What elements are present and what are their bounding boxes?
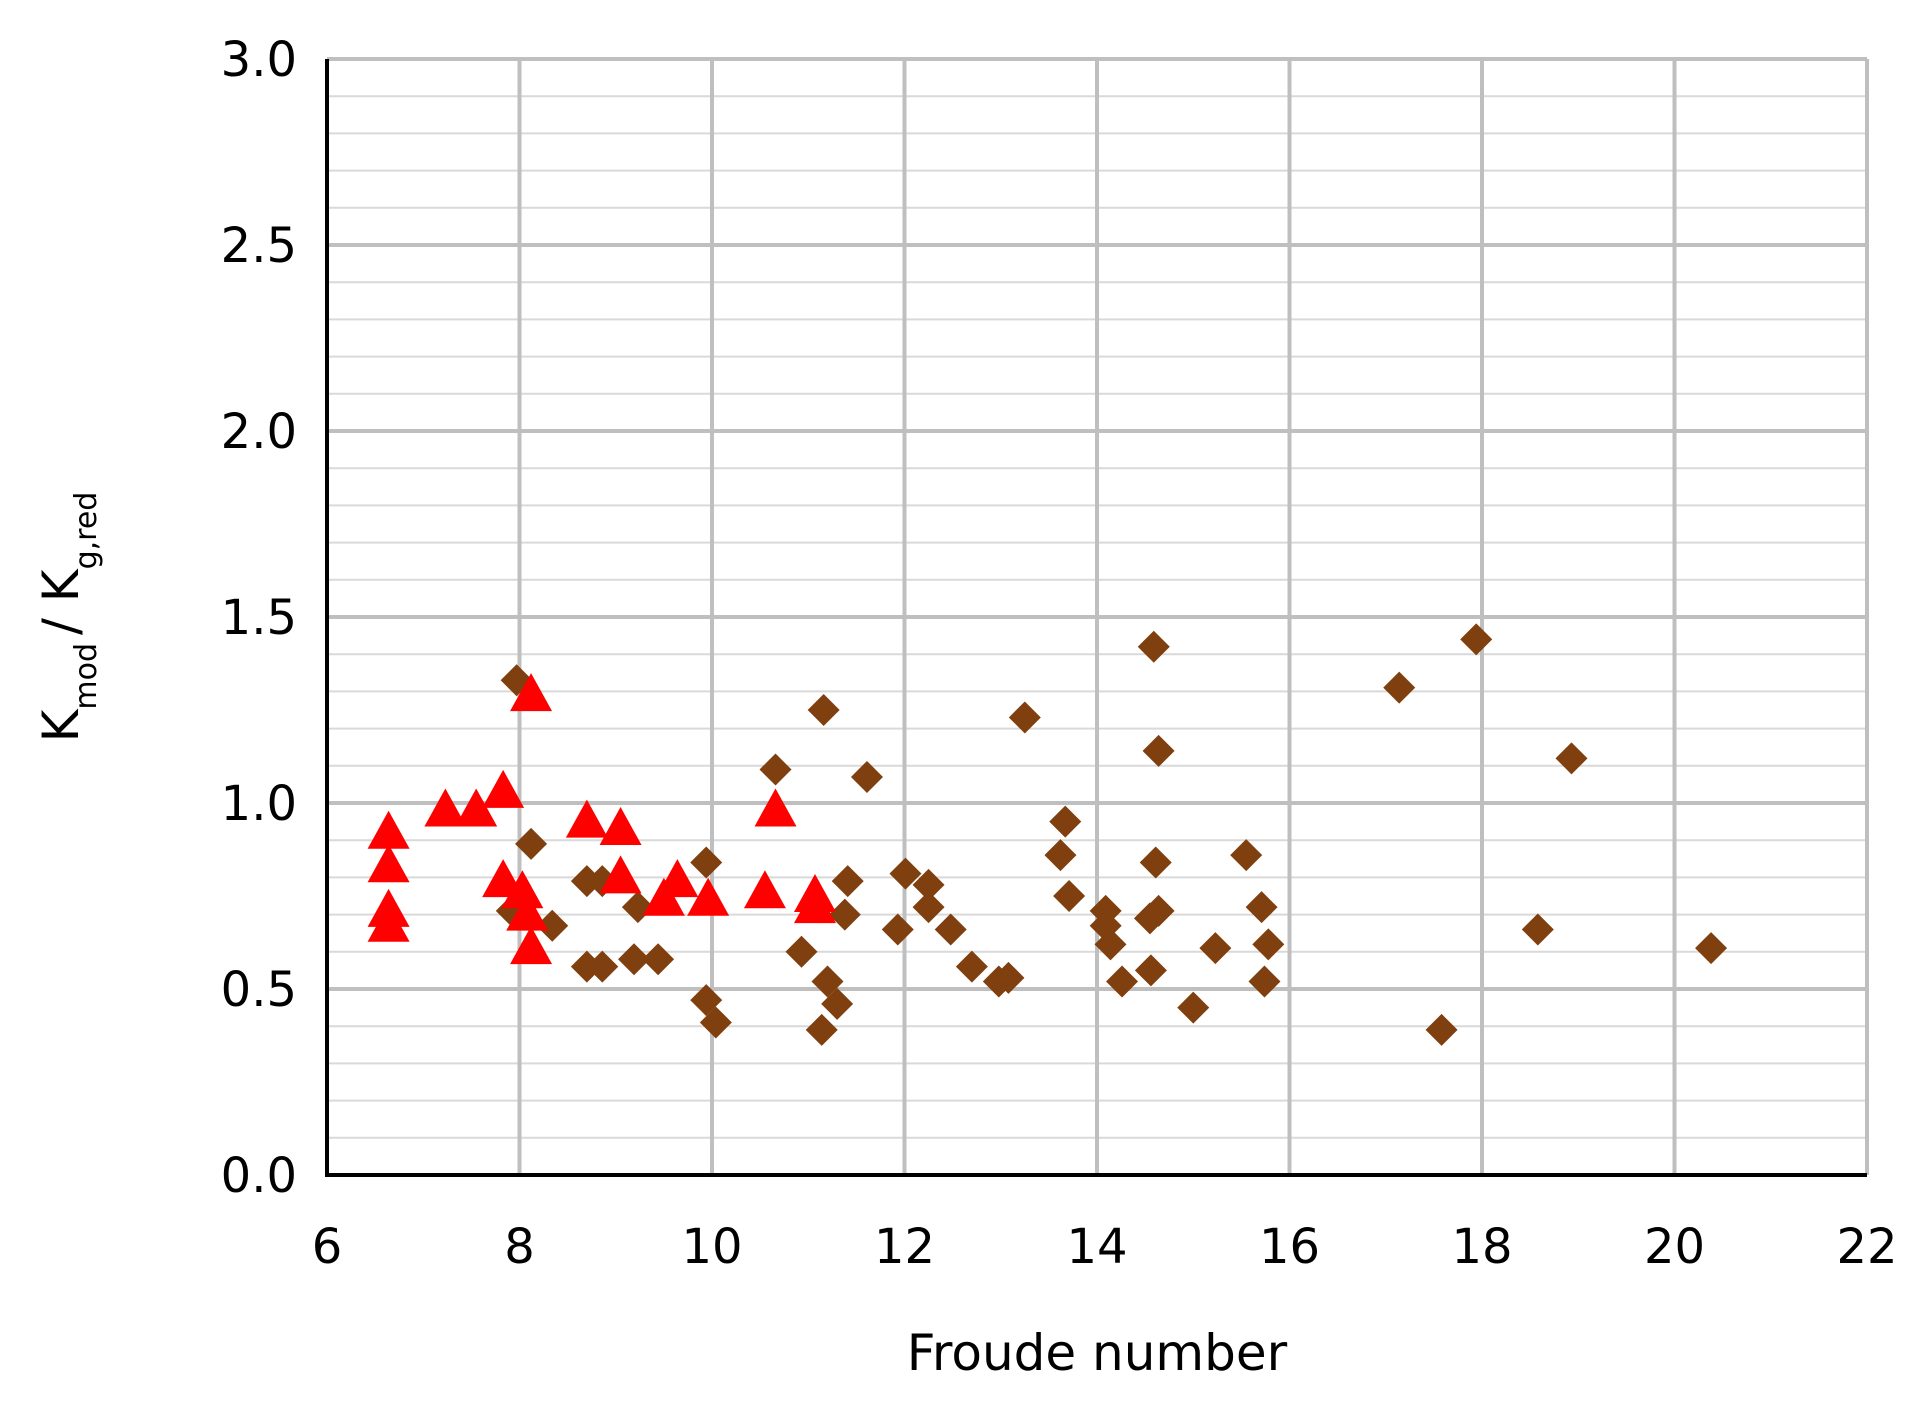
triangle-point: [656, 859, 699, 898]
triangle-point: [455, 788, 498, 827]
diamond-point: [1230, 839, 1263, 872]
x-tick-label: 8: [504, 1219, 535, 1275]
triangle-point: [501, 870, 544, 909]
triangle-point: [510, 926, 553, 965]
x-tick-label: 10: [681, 1219, 742, 1275]
diamond-point: [699, 1006, 732, 1039]
y-tick-label: 3.0: [221, 32, 297, 88]
x-tick-label: 16: [1259, 1219, 1320, 1275]
y-axis-title: Kmod / Kg,red: [32, 492, 104, 743]
diamond-point: [1383, 671, 1416, 704]
diamond-point: [912, 891, 945, 924]
triangle-point: [506, 892, 549, 931]
diamond-point: [1460, 623, 1493, 656]
diamond-point: [1008, 701, 1041, 734]
diamond-point: [586, 950, 619, 983]
triangle-point: [599, 855, 642, 894]
diamond-point: [1142, 734, 1175, 767]
diamond-point: [1139, 846, 1172, 879]
y-axis-title-subscript: mod: [69, 643, 104, 710]
triangle-point: [793, 885, 836, 924]
diamond-point: [1044, 839, 1077, 872]
grid: [325, 57, 1869, 1177]
diamond-point: [1245, 891, 1278, 924]
diamond-point: [934, 913, 967, 946]
triangle-point: [599, 807, 642, 846]
triangle-point: [754, 788, 797, 827]
diamond-point: [1134, 954, 1167, 987]
diamond-point: [955, 950, 988, 983]
diamond-point: [1133, 902, 1166, 935]
diamond-point: [1521, 913, 1554, 946]
diamond-point: [850, 760, 883, 793]
y-tick-label: 0.0: [221, 1148, 297, 1204]
triangle-point: [367, 903, 410, 942]
diamond-point: [1425, 1013, 1458, 1046]
diamond-point: [785, 935, 818, 968]
y-axis-title-subscript: g,red: [69, 492, 104, 570]
diamond-point: [618, 943, 651, 976]
diamond-point: [690, 846, 723, 879]
x-tick-label: 12: [874, 1219, 935, 1275]
x-tick-label: 18: [1451, 1219, 1512, 1275]
diamond-point: [1695, 932, 1728, 965]
diamond-point: [1252, 928, 1285, 961]
triangle-point: [510, 673, 553, 712]
y-axis-title-part: / K: [32, 568, 90, 635]
diamond-point: [536, 909, 569, 942]
axes: 0.0 0.5 1.0 1.5 2.0 2.5 3.0 6 8 10 12 14 16 18 20 22: [221, 32, 1898, 1275]
marks: [367, 623, 1728, 1046]
y-tick-label: 1.0: [221, 776, 297, 832]
diamond-point: [515, 827, 548, 860]
x-tick-label: 6: [312, 1219, 343, 1275]
y-axis-title-part: K: [32, 708, 90, 742]
x-tick-label: 22: [1836, 1219, 1897, 1275]
diamond-point: [889, 857, 922, 890]
diamond-point: [805, 1013, 838, 1046]
diamond-point: [759, 753, 792, 786]
diamond-point: [1248, 965, 1281, 998]
diamond-point: [642, 943, 675, 976]
diamond-point: [1555, 742, 1588, 775]
diamond-point: [1177, 991, 1210, 1024]
y-tick-label: 2.5: [221, 218, 297, 274]
y-tick-label: 1.5: [221, 590, 297, 646]
triangle-point: [482, 769, 525, 808]
diamond-point: [1094, 928, 1127, 961]
diamond-point: [1049, 805, 1082, 838]
y-tick-label: 2.0: [221, 404, 297, 460]
diamond-point: [828, 898, 861, 931]
diamond-point: [1106, 965, 1139, 998]
triangle-point: [367, 810, 410, 849]
y-tick-label: 0.5: [221, 962, 297, 1018]
diamond-point: [821, 987, 854, 1020]
diamond-point: [881, 913, 914, 946]
x-axis-title: Froude number: [907, 1324, 1288, 1382]
diamond-point: [912, 868, 945, 901]
x-tick-label: 14: [1066, 1219, 1127, 1275]
diamond-point: [1053, 880, 1086, 912]
triangle-point: [687, 877, 730, 916]
x-tick-label: 20: [1644, 1219, 1705, 1275]
diamond-point: [831, 865, 864, 898]
triangle-point: [743, 870, 786, 909]
diamond-point: [807, 694, 840, 726]
diamond-point: [992, 961, 1025, 994]
triangle-point: [367, 844, 410, 883]
triangle-point: [565, 799, 608, 838]
triangle-point: [424, 788, 467, 827]
diamond-point: [1199, 932, 1232, 965]
diamond-point: [1137, 630, 1170, 663]
